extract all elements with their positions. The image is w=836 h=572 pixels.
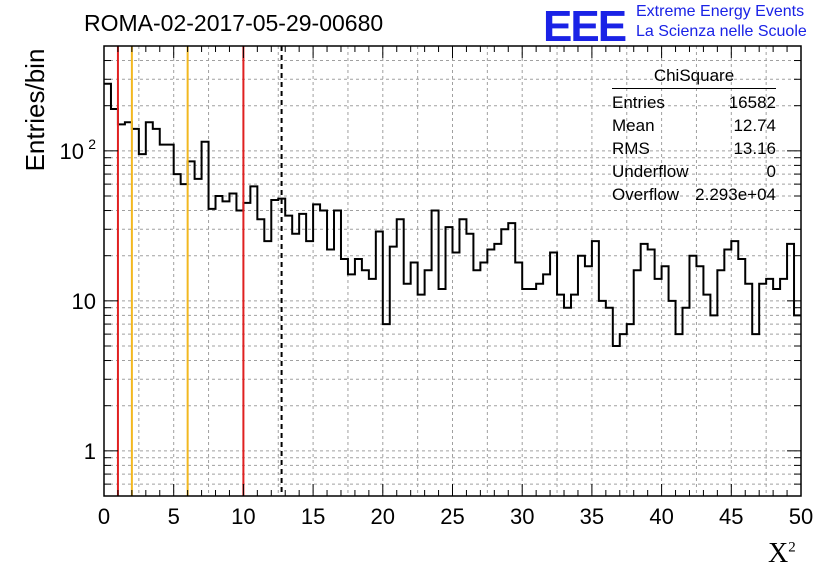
x-tick-label: 10 bbox=[231, 504, 255, 529]
logo-tagline-2: La Scienza nelle Scuole bbox=[636, 23, 807, 40]
x-tick-label: 5 bbox=[168, 504, 180, 529]
stats-label: Underflow bbox=[612, 162, 689, 181]
y-tick-label: 1 bbox=[84, 439, 96, 464]
stats-value: 0 bbox=[766, 162, 776, 181]
stats-value: 12.74 bbox=[733, 116, 776, 135]
x-axis-label: X2 bbox=[768, 538, 796, 570]
stats-box: ChiSquare Entries 16582 Mean 12.74 RMS 13.1… bbox=[612, 66, 776, 206]
x-axis-label-sup: 2 bbox=[788, 539, 796, 556]
stats-label: RMS bbox=[612, 139, 650, 158]
y-tick-label-sup: 2 bbox=[88, 136, 96, 152]
stats-row-underflow: Underflow 0 bbox=[612, 160, 776, 183]
logo-tagline-1: Extreme Energy Events bbox=[636, 3, 805, 20]
x-tick-label: 40 bbox=[649, 504, 673, 529]
x-tick-label: 0 bbox=[98, 504, 110, 529]
histogram-series bbox=[104, 82, 801, 347]
x-axis-label-base: X bbox=[768, 538, 789, 569]
x-tick-label: 30 bbox=[510, 504, 534, 529]
stats-row-overflow: Overflow 2.293e+04 bbox=[612, 183, 776, 206]
stats-row-entries: Entries 16582 bbox=[612, 91, 776, 114]
stats-label: Mean bbox=[612, 116, 655, 135]
eee-logo: EEE bbox=[543, 2, 627, 51]
stats-value: 13.16 bbox=[733, 139, 776, 158]
x-tick-label: 35 bbox=[580, 504, 604, 529]
stats-value: 16582 bbox=[728, 93, 776, 112]
stats-title: ChiSquare bbox=[612, 66, 776, 89]
stats-row-mean: Mean 12.74 bbox=[612, 114, 776, 137]
y-tick-label: 10 bbox=[60, 139, 84, 164]
stats-label: Overflow bbox=[612, 185, 680, 204]
y-tick-label: 10 bbox=[72, 289, 96, 314]
chart-title: ROMA-02-2017-05-29-00680 bbox=[84, 10, 384, 36]
x-tick-label: 15 bbox=[301, 504, 325, 529]
x-tick-label: 20 bbox=[371, 504, 395, 529]
stats-value: 2.293e+04 bbox=[695, 185, 776, 204]
x-tick-label: 50 bbox=[789, 504, 813, 529]
x-tick-label: 25 bbox=[440, 504, 464, 529]
x-tick-label: 45 bbox=[719, 504, 743, 529]
stats-row-rms: RMS 13.16 bbox=[612, 137, 776, 160]
stats-label: Entries bbox=[612, 93, 665, 112]
